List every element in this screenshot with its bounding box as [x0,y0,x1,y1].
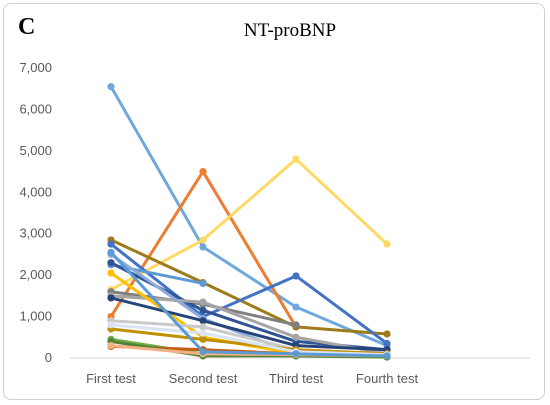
panel-label: C [18,14,36,40]
data-point [107,341,115,350]
axis-layer: 0 1,000 2,000 3,000 4,000 5,000 6,000 7,000 Firs… [19,60,530,386]
data-point [199,236,207,244]
series-layer [107,83,391,361]
data-point [199,279,207,288]
data-point [292,321,300,329]
data-point [107,83,115,91]
x-tick-label: Fourth test [356,371,419,386]
series-line [109,250,389,358]
data-point [199,348,207,356]
data-point [107,294,115,302]
series-line [109,323,389,357]
data-point [199,329,207,337]
data-point [199,298,207,306]
series-line [109,294,389,356]
y-tick-label: 4,000 [19,184,52,199]
x-tick-label: First test [86,371,136,386]
chart-title: NT-proBNP [243,20,337,41]
y-tick-label: 0 [45,350,52,365]
series-line [109,85,389,348]
x-tick-label: Third test [269,371,324,386]
series-3 [107,155,391,294]
data-point [383,339,391,348]
data-point [107,269,115,277]
series-1 [107,83,391,350]
data-point [383,240,391,248]
data-point [383,330,391,338]
data-point [292,303,300,311]
y-tick-label: 5,000 [19,143,52,158]
series-line [109,296,389,352]
y-tick-label: 1,000 [19,309,52,324]
y-tick-label: 7,000 [19,60,52,75]
data-point [292,272,300,280]
series-line [109,242,389,345]
data-point [199,317,207,325]
series-line [109,157,389,292]
data-point [292,333,300,341]
series-line [109,238,389,336]
data-point [107,240,115,248]
y-tick-label: 2,000 [19,267,52,282]
data-point [107,259,115,267]
data-point [292,155,300,163]
x-tick-label: Second test [169,371,238,386]
data-point [292,350,300,358]
data-point [199,323,207,331]
y-tick-label: 3,000 [19,226,52,241]
data-point [107,248,115,256]
data-point [199,335,207,343]
data-point [383,352,391,360]
data-point [199,167,207,176]
y-tick-label: 6,000 [19,101,52,116]
data-point [199,306,207,314]
data-point [107,321,115,329]
data-point [199,243,207,251]
series-20 [107,248,391,360]
